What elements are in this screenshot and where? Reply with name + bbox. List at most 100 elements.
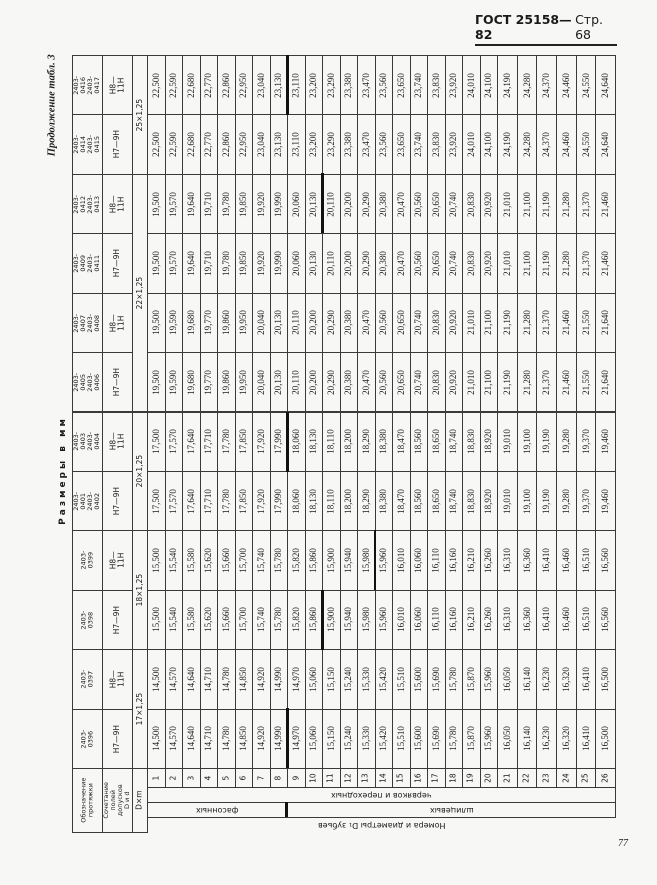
table-cell-text: 16,140 — [521, 666, 532, 692]
table-cell-text: 21,640 — [600, 310, 611, 336]
table-cell: 23,380 — [339, 55, 358, 116]
table-cell-text: 23,130 — [273, 132, 284, 157]
table-cell-text: 20,920 — [483, 191, 494, 217]
table-cell: 18,560 — [409, 411, 428, 472]
table-cell: 18,290 — [357, 470, 376, 532]
column-designation: 2403-0409 2403-0411 — [72, 233, 103, 294]
table-cell-text: 19,010 — [501, 488, 512, 514]
table-cell: 23,740 — [409, 55, 428, 116]
table-cell-text: 21,100 — [483, 369, 494, 395]
table-cell-text: 16,310 — [501, 548, 512, 573]
dxm-group-header-text: 22×1,25 — [134, 276, 144, 310]
table-cell-text: 19,680 — [185, 310, 196, 336]
table-cell-text: 19,500 — [150, 191, 161, 217]
table-cell: 21,460 — [595, 173, 616, 235]
table-cell: 14,570 — [164, 649, 183, 710]
table-cell: 17,710 — [199, 470, 218, 532]
table-cell-text: 17,570 — [168, 488, 179, 514]
table-cell: 23,290 — [322, 55, 341, 116]
table-cell: 19,640 — [182, 173, 201, 235]
table-cell: 18,650 — [427, 411, 446, 472]
table-cell-text: 15,240 — [343, 666, 354, 692]
table-cell-text: 20,650 — [395, 310, 406, 336]
table-cell: 14,920 — [252, 649, 271, 710]
table-cell-text: 16,500 — [600, 666, 611, 692]
table-cell: 24,010 — [462, 114, 481, 175]
table-cell: 15,780 — [269, 530, 288, 591]
table-cell-text: 24,010 — [465, 72, 476, 98]
table-cell-text: 20,470 — [395, 251, 406, 276]
table-cell-text: 20,740 — [413, 310, 424, 336]
row-number-text: 25 — [580, 773, 590, 783]
table-cell: 20,200 — [339, 233, 358, 294]
row-number: 21 — [497, 768, 518, 788]
table-cell: 19,100 — [516, 411, 538, 472]
table-cell: 20,470 — [392, 233, 411, 294]
table-cell: 22,590 — [164, 114, 183, 175]
table-cell-text: 19,990 — [273, 251, 284, 276]
table-cell-text: 15,700 — [238, 607, 249, 633]
column-tolerance-text: H8—11H — [108, 313, 126, 332]
table-cell: 19,500 — [147, 233, 166, 294]
table-cell-text: 21,550 — [580, 369, 591, 395]
row-number-text: 24 — [561, 773, 571, 783]
table-cell: 15,240 — [339, 649, 358, 710]
table-cell-text: 20,290 — [325, 369, 336, 395]
table-cell: 15,600 — [409, 708, 428, 769]
table-cell-text: 15,900 — [325, 548, 336, 573]
column-designation: 2403-0414 2403-0415 — [72, 114, 103, 175]
table-cell-text: 17,990 — [273, 429, 284, 455]
table-cell: 21,190 — [536, 173, 557, 235]
row-number: 18 — [444, 768, 463, 788]
table-cell-text: 14,970 — [290, 726, 301, 752]
table-cell: 22,680 — [182, 55, 201, 116]
table-cell-text: 17,570 — [168, 429, 179, 455]
table-cell-text: 23,040 — [255, 132, 266, 157]
table-cell-text: 18,830 — [465, 429, 476, 455]
table-cell: 20,830 — [427, 352, 446, 413]
row-number-text: 11 — [326, 773, 336, 783]
table-cell: 21,100 — [479, 292, 498, 354]
table-cell: 16,260 — [479, 530, 498, 591]
table-cell-text: 15,330 — [360, 666, 371, 692]
table-cell: 15,820 — [287, 530, 306, 591]
table-cell-text: 15,150 — [325, 666, 336, 692]
page-header: ГОСТ 25158—82 Стр. 68 — [475, 12, 617, 46]
table-cell-text: 16,510 — [580, 607, 591, 633]
table-cell: 18,110 — [322, 470, 341, 532]
table-cell: 15,510 — [392, 708, 411, 769]
table-cell: 23,110 — [287, 114, 306, 175]
table-cell: 16,140 — [516, 708, 538, 769]
table-cell: 15,240 — [339, 708, 358, 769]
table-cell: 15,960 — [374, 530, 393, 591]
table-cell-text: 23,470 — [360, 72, 371, 98]
row-number: 7 — [252, 768, 271, 788]
table-cell: 20,290 — [322, 352, 341, 413]
row-number: 22 — [516, 768, 538, 788]
table-cell: 18,110 — [322, 411, 341, 472]
table-cell-text: 21,280 — [521, 310, 532, 336]
table-cell-text: 21,010 — [501, 251, 512, 276]
column-designation-text: 2403-0409 2403-0411 — [72, 254, 102, 273]
table-cell-text: 19,860 — [220, 310, 231, 336]
table-cell: 23,130 — [269, 114, 288, 175]
table-cell: 21,460 — [556, 292, 577, 354]
page-label: Стр. 68 — [575, 12, 603, 42]
table-cell-text: 21,190 — [541, 191, 552, 217]
table-cell: 20,380 — [374, 173, 393, 235]
table-cell: 23,920 — [444, 114, 463, 175]
column-tolerance-text: H7—9H — [112, 249, 122, 278]
table-cell: 20,110 — [322, 173, 341, 235]
table-cell-text: 20,110 — [290, 310, 301, 336]
table-cell-text: 21,460 — [600, 251, 611, 276]
table-cell-text: 19,920 — [255, 251, 266, 276]
table-cell: 18,740 — [444, 470, 463, 532]
row-number: 25 — [575, 768, 597, 788]
table-cell: 16,210 — [462, 530, 481, 591]
table-cell-text: 18,560 — [413, 488, 424, 514]
table-cell: 20,740 — [409, 352, 428, 413]
table-cell: 16,110 — [427, 530, 446, 591]
row-number: 11 — [322, 768, 341, 788]
table-cell: 19,570 — [164, 173, 183, 235]
table-cell: 15,690 — [427, 708, 446, 769]
